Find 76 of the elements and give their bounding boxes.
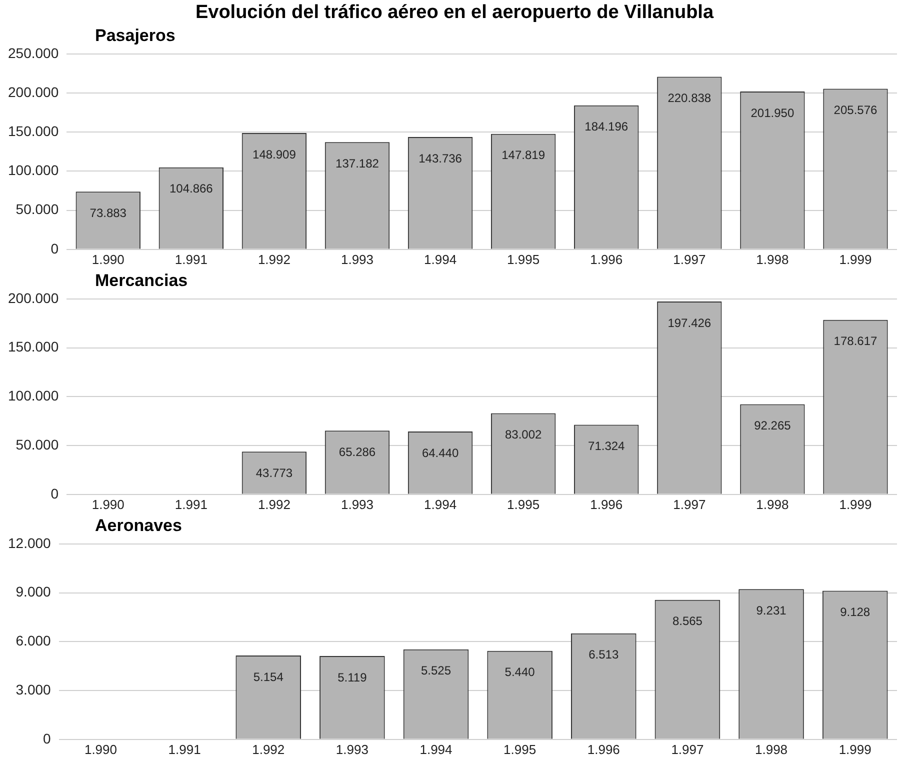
y-tick-label: 50.000 xyxy=(16,436,59,452)
data-label: 205.576 xyxy=(834,103,878,118)
y-tick-label: 0 xyxy=(50,485,59,502)
chart-title: Aeronaves xyxy=(95,516,182,536)
x-tick-label: 1.990 xyxy=(92,252,124,267)
data-label: 147.819 xyxy=(502,148,546,162)
y-tick-label: 250.000 xyxy=(8,44,59,61)
data-label: 64.440 xyxy=(422,446,459,460)
x-tick-label: 1.991 xyxy=(174,496,208,512)
x-tick-label: 1.995 xyxy=(507,496,540,512)
y-tick-label: 3.000 xyxy=(16,681,52,698)
x-tick-label: 1.992 xyxy=(258,252,290,267)
data-label: 137.182 xyxy=(336,156,380,170)
x-tick-label: 1.993 xyxy=(340,496,374,512)
x-tick-label: 1.994 xyxy=(424,252,457,267)
x-tick-label: 1.996 xyxy=(590,496,623,512)
x-tick-label: 1.990 xyxy=(84,742,118,757)
chart-title: Mercancias xyxy=(95,271,188,291)
x-tick-label: 1.993 xyxy=(340,252,374,267)
data-label: 65.286 xyxy=(338,444,376,459)
data-label: 9.128 xyxy=(840,605,870,620)
data-label: 71.324 xyxy=(588,439,626,454)
y-tick-label: 12.000 xyxy=(8,534,52,551)
x-tick-label: 1.994 xyxy=(420,742,452,757)
data-label: 184.196 xyxy=(584,120,628,134)
data-label: 5.154 xyxy=(253,670,284,684)
y-tick-label: 0 xyxy=(50,240,59,256)
x-tick-label: 1.999 xyxy=(839,496,872,512)
x-tick-label: 1.997 xyxy=(671,742,704,757)
x-tick-label: 1.999 xyxy=(839,252,872,267)
x-tick-label: 1.994 xyxy=(424,496,457,512)
y-tick-label: 0 xyxy=(43,730,52,746)
data-label: 5.525 xyxy=(420,664,452,678)
x-tick-label: 1.995 xyxy=(507,252,540,267)
data-label: 43.773 xyxy=(256,466,293,480)
x-tick-label: 1.995 xyxy=(504,742,536,757)
x-tick-label: 1.992 xyxy=(252,742,285,757)
chart-subtitle: Pasajeros xyxy=(95,26,176,46)
x-tick-label: 1.997 xyxy=(673,252,706,267)
data-label: 8.565 xyxy=(672,614,703,628)
data-label: 201.950 xyxy=(750,106,794,120)
data-label: 9.231 xyxy=(756,603,787,618)
x-tick-label: 1.998 xyxy=(756,252,789,267)
data-label: 104.866 xyxy=(169,182,214,196)
x-tick-label: 1.998 xyxy=(756,496,789,512)
y-tick-label: 6.000 xyxy=(16,632,52,649)
data-label: 148.909 xyxy=(252,147,296,162)
x-tick-label: 1.999 xyxy=(838,742,872,757)
chart-title: Evolución del tráfico aéreo en el aeropuerto de Villanubla xyxy=(194,1,715,25)
data-label: 5.119 xyxy=(338,670,368,684)
y-tick-label: 100.000 xyxy=(8,388,59,404)
y-tick-label: 100.000 xyxy=(8,162,59,178)
y-tick-label: 9.000 xyxy=(16,584,52,600)
y-tick-label: 50.000 xyxy=(16,201,59,218)
data-label: 83.002 xyxy=(504,428,542,442)
data-label: 143.736 xyxy=(418,151,462,166)
x-tick-label: 1.996 xyxy=(587,742,620,757)
x-tick-label: 1.996 xyxy=(590,252,623,267)
x-tick-label: 1.991 xyxy=(174,252,208,267)
x-tick-label: 1.991 xyxy=(168,742,201,757)
y-tick-label: 150.000 xyxy=(8,338,59,355)
y-tick-label: 200.000 xyxy=(8,84,59,100)
data-label: 6.513 xyxy=(588,648,619,662)
data-label: 92.265 xyxy=(754,418,792,433)
x-tick-label: 1.998 xyxy=(755,742,788,757)
x-tick-label: 1.990 xyxy=(92,496,124,512)
data-label: 197.426 xyxy=(668,316,712,330)
data-label: 73.883 xyxy=(90,206,127,220)
x-tick-label: 1.992 xyxy=(258,496,290,512)
y-tick-label: 150.000 xyxy=(8,123,59,140)
x-tick-label: 1.993 xyxy=(336,742,368,757)
x-tick-label: 1.997 xyxy=(673,496,706,512)
data-label: 220.838 xyxy=(668,91,712,106)
data-label: 178.617 xyxy=(834,334,878,348)
y-tick-label: 200.000 xyxy=(8,290,59,306)
data-label: 5.440 xyxy=(504,665,536,680)
